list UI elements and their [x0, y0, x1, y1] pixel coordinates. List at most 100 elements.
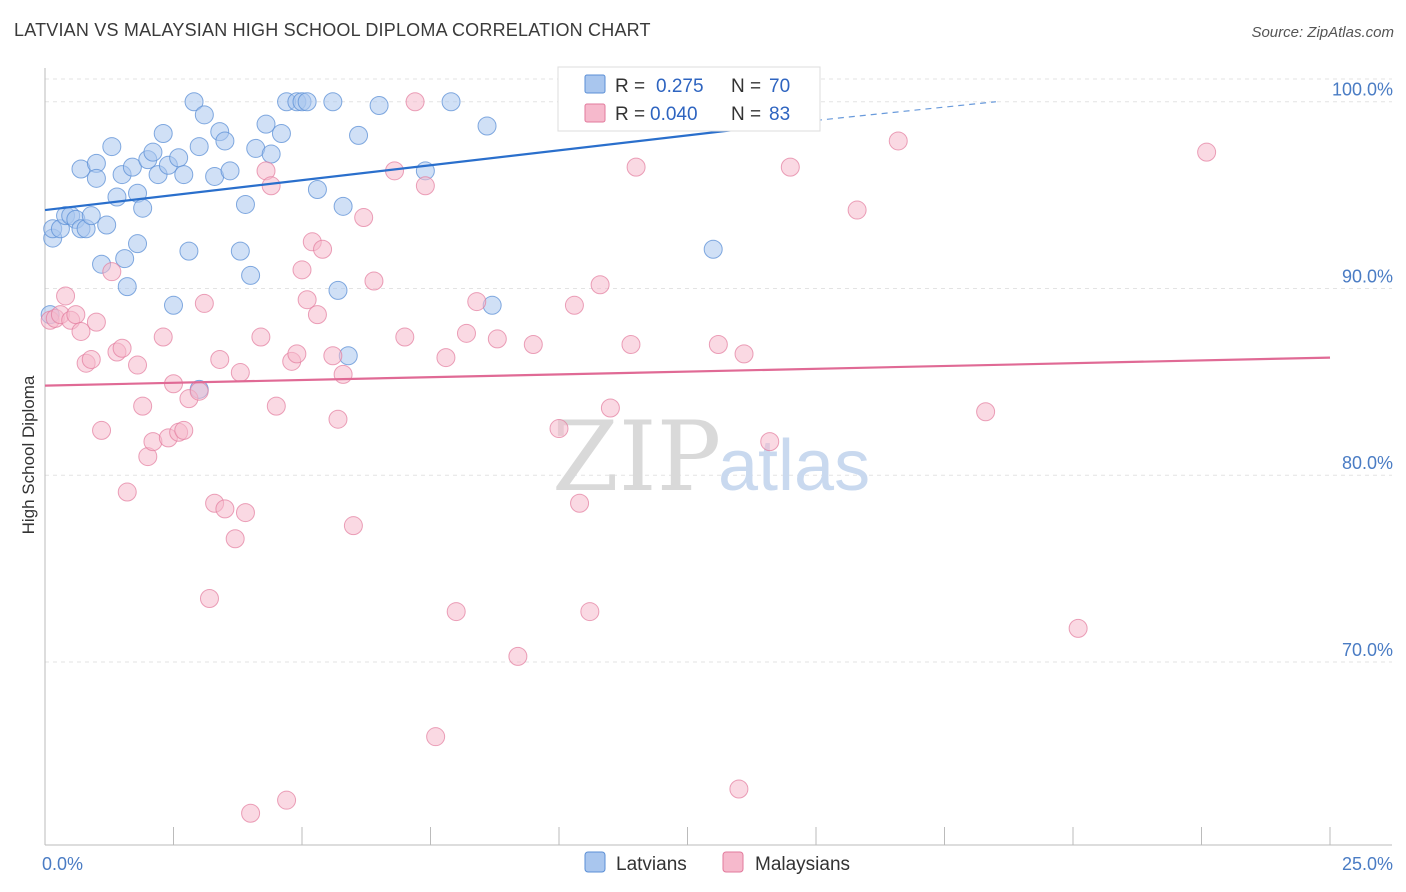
- malaysians-point: [266, 396, 286, 416]
- latvians-point: [441, 92, 461, 112]
- malaysians-point: [292, 260, 312, 280]
- latvians-trend-line: [44, 119, 817, 212]
- malaysians-point: [235, 503, 255, 523]
- y-tick-label: 80.0%: [1342, 453, 1393, 473]
- malaysians-point: [487, 329, 507, 349]
- y-tick-label: 90.0%: [1342, 266, 1393, 286]
- legend-malaysians-swatch: [722, 851, 744, 873]
- latvians-point: [261, 144, 281, 164]
- latvians-point: [128, 234, 148, 254]
- latvians-point: [333, 196, 353, 216]
- latvians-point: [169, 148, 189, 168]
- latvians-point: [117, 277, 137, 297]
- latvians-trend-extension: [815, 101, 996, 122]
- latvians-point: [323, 92, 343, 112]
- malaysians-point: [328, 409, 348, 429]
- latvians-point: [271, 123, 291, 143]
- malaysians-point: [225, 529, 245, 549]
- malaysians-point: [405, 92, 425, 112]
- legend-latvians-label: Latvians: [616, 854, 687, 875]
- malaysians-point: [333, 364, 353, 384]
- malaysians-point: [446, 602, 466, 622]
- malaysians-point: [189, 381, 209, 401]
- malaysians-point: [117, 482, 137, 502]
- malaysians-point: [426, 727, 446, 747]
- malaysians-point: [56, 286, 76, 306]
- source-label: Source: ZipAtlas.com: [1251, 24, 1394, 41]
- malaysians-point: [734, 344, 754, 364]
- malaysians-point: [277, 790, 297, 810]
- latvians-point: [115, 249, 135, 269]
- latvians-point: [174, 165, 194, 185]
- malaysians-point: [1068, 618, 1088, 638]
- malaysians-point: [760, 432, 780, 452]
- malaysians-point: [364, 271, 384, 291]
- malaysians-point: [241, 803, 261, 823]
- latvians-point: [143, 142, 163, 162]
- malaysians-point: [66, 305, 86, 325]
- malaysians-point: [1197, 142, 1217, 162]
- malaysians-point: [523, 335, 543, 355]
- malaysians-point: [708, 335, 728, 355]
- latvians-point: [220, 161, 240, 181]
- malaysians-point: [976, 402, 996, 422]
- malaysians-point: [621, 335, 641, 355]
- malaysians-point: [313, 239, 333, 259]
- malaysians-point: [261, 176, 281, 196]
- latvians-point: [179, 241, 199, 261]
- latvians-r-value: 0.275: [656, 76, 704, 97]
- series-malaysians: [40, 92, 1217, 823]
- malaysians-point: [323, 346, 343, 366]
- malaysians-point: [436, 348, 456, 368]
- malaysians-point: [354, 208, 374, 228]
- malaysians-point: [888, 131, 908, 151]
- latvians-point: [122, 157, 142, 177]
- malaysians-point: [580, 602, 600, 622]
- malaysians-point: [210, 349, 230, 369]
- malaysians-n-value: 83: [769, 104, 790, 125]
- malaysians-point: [230, 363, 250, 383]
- latvians-point: [86, 168, 106, 188]
- y-axis-label: High School Diploma: [19, 375, 38, 534]
- malaysians-point: [194, 293, 214, 313]
- y-tick-label: 70.0%: [1342, 640, 1393, 660]
- malaysians-point: [297, 290, 317, 310]
- malaysians-point: [467, 292, 487, 312]
- malaysians-point: [626, 157, 646, 177]
- x-tick-label: 0.0%: [42, 854, 83, 874]
- latvians-point: [256, 114, 276, 134]
- latvians-point: [81, 206, 101, 226]
- latvians-point: [235, 194, 255, 214]
- latvians-point: [133, 198, 153, 218]
- latvians-n-label: N =: [731, 76, 761, 97]
- malaysians-point: [564, 295, 584, 315]
- watermark-atlas: atlas: [718, 426, 870, 506]
- malaysians-trend-line: [44, 356, 1331, 387]
- latvians-point: [164, 295, 183, 315]
- malaysians-point: [199, 588, 219, 608]
- malaysians-point: [153, 327, 173, 347]
- malaysians-point: [287, 344, 307, 364]
- x-tick-labels: 0.0% 25.0%: [42, 854, 1393, 874]
- latvians-point: [477, 116, 497, 136]
- latvians-swatch: [584, 74, 606, 94]
- malaysians-point: [395, 327, 415, 347]
- malaysians-n-label: N =: [731, 104, 761, 125]
- legend-latvians-swatch: [584, 851, 606, 873]
- latvians-point: [184, 92, 204, 112]
- y-tick-label: 100.0%: [1332, 80, 1393, 100]
- x-tick-label: 25.0%: [1342, 854, 1393, 874]
- malaysians-point: [343, 516, 363, 536]
- malaysians-point: [307, 305, 327, 325]
- latvians-point: [215, 131, 235, 151]
- latvians-point: [241, 265, 261, 285]
- malaysians-point: [729, 779, 749, 799]
- latvians-point: [97, 215, 117, 235]
- chart-title: LATVIAN VS MALAYSIAN HIGH SCHOOL DIPLOMA…: [14, 20, 651, 40]
- latvians-point: [703, 239, 723, 259]
- malaysians-point: [590, 275, 610, 295]
- malaysians-point: [456, 323, 476, 343]
- series-latvians: [40, 92, 723, 399]
- malaysians-point: [86, 312, 106, 332]
